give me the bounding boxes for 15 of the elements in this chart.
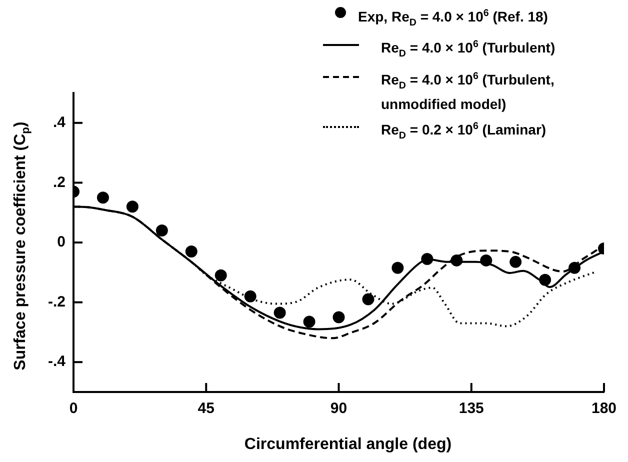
x-tick-label: 90 xyxy=(330,400,348,418)
legend-label: Re$_{D}$ = 4.0 × 10$^{6}$ (Turbulent, unmodified model) xyxy=(381,70,556,114)
legend-label: Re$_{D}$ = 4.0 × 10$^{6}$ (Turbulent) xyxy=(381,38,556,62)
x-tick-label: 135 xyxy=(458,400,484,418)
legend-label: Re$_{D}$ = 0.2 × 10$^{6}$ (Laminar) xyxy=(381,120,546,144)
y-tick-label: -.4 xyxy=(48,353,66,370)
x-tick-label: 180 xyxy=(591,400,617,418)
y-tick-label: -.2 xyxy=(48,293,66,310)
x-axis-title: Circumferential angle (deg) xyxy=(243,436,453,454)
y-tick-label: 0 xyxy=(57,234,66,251)
legend-label: Exp, Re$_{D}$ = 4.0 × 10$^{6}$ (Ref. 18) xyxy=(358,7,548,30)
x-tick-label: 45 xyxy=(198,400,214,418)
x-tick-label: 0 xyxy=(69,400,78,418)
y-tick-label: .2 xyxy=(52,174,66,191)
y-tick-label: .4 xyxy=(52,114,66,132)
